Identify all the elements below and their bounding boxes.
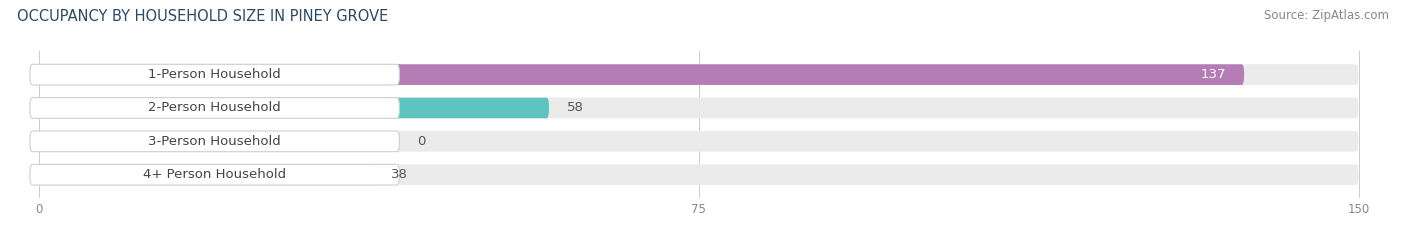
FancyBboxPatch shape — [39, 98, 548, 118]
Text: 2-Person Household: 2-Person Household — [148, 102, 281, 114]
Text: 38: 38 — [391, 168, 408, 181]
FancyBboxPatch shape — [30, 98, 399, 118]
Text: 137: 137 — [1201, 68, 1226, 81]
Text: 3-Person Household: 3-Person Household — [148, 135, 281, 148]
FancyBboxPatch shape — [39, 164, 373, 185]
FancyBboxPatch shape — [39, 64, 1358, 85]
Text: Source: ZipAtlas.com: Source: ZipAtlas.com — [1264, 9, 1389, 22]
FancyBboxPatch shape — [39, 131, 1358, 152]
FancyBboxPatch shape — [39, 164, 1358, 185]
FancyBboxPatch shape — [39, 98, 1358, 118]
FancyBboxPatch shape — [30, 131, 399, 152]
Text: 1-Person Household: 1-Person Household — [148, 68, 281, 81]
Text: 4+ Person Household: 4+ Person Household — [143, 168, 287, 181]
Text: OCCUPANCY BY HOUSEHOLD SIZE IN PINEY GROVE: OCCUPANCY BY HOUSEHOLD SIZE IN PINEY GRO… — [17, 9, 388, 24]
Text: 0: 0 — [418, 135, 426, 148]
FancyBboxPatch shape — [39, 64, 1244, 85]
FancyBboxPatch shape — [30, 64, 399, 85]
Text: 58: 58 — [567, 102, 583, 114]
FancyBboxPatch shape — [30, 164, 399, 185]
